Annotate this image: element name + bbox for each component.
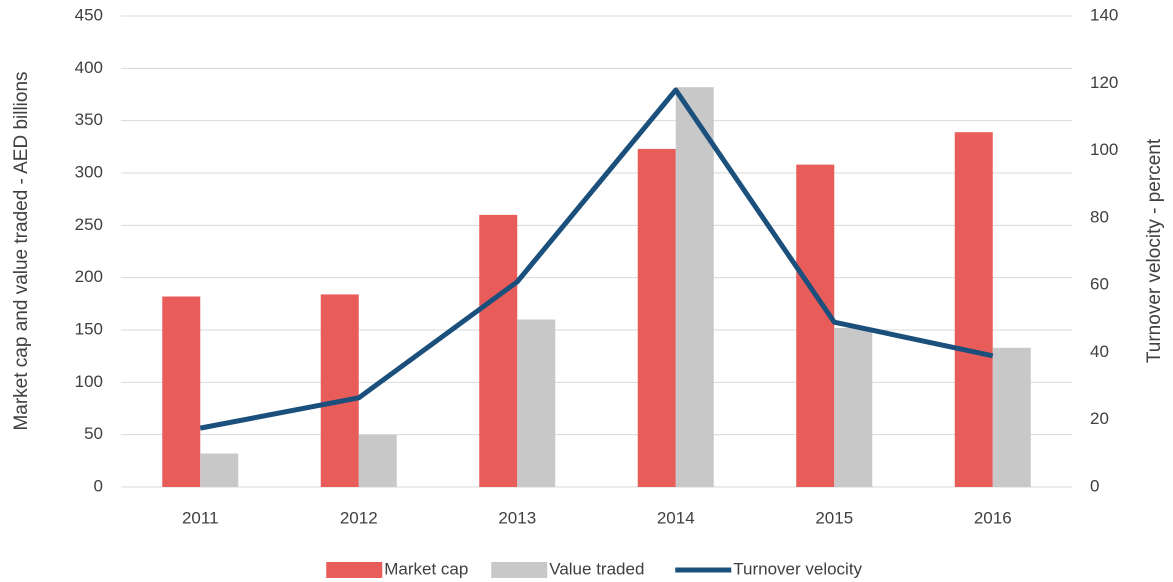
- bar: [954, 132, 993, 487]
- x-tick-label: 2013: [498, 508, 536, 527]
- bar: [320, 294, 359, 487]
- bar: [200, 453, 239, 487]
- y-tick-label: 400: [75, 58, 103, 77]
- bar: [675, 87, 714, 487]
- y2-tick-label: 80: [1090, 207, 1109, 226]
- y-tick-label: 150: [75, 319, 103, 338]
- y-tick-label: 450: [75, 5, 103, 24]
- bar: [992, 347, 1031, 487]
- y-tick-label: 300: [75, 162, 103, 181]
- bar: [358, 434, 397, 487]
- legend-label: Market cap: [384, 559, 468, 578]
- legend-swatch: [326, 562, 383, 578]
- legend-swatch: [491, 562, 548, 578]
- y-tick-label: 200: [75, 267, 103, 286]
- y2-tick-label: 20: [1090, 409, 1109, 428]
- x-tick-label: 2016: [974, 508, 1012, 527]
- y-axis-title: Market cap and value traded - AED billio…: [11, 71, 32, 430]
- x-tick-label: 2012: [340, 508, 378, 527]
- y2-tick-label: 120: [1090, 73, 1118, 92]
- legend-label: Value traded: [549, 559, 644, 578]
- y2-tick-label: 100: [1090, 140, 1118, 159]
- y-tick-label: 100: [75, 372, 103, 391]
- y-tick-label: 0: [94, 476, 103, 495]
- bar: [834, 327, 873, 487]
- bar: [479, 214, 518, 487]
- x-tick-label: 2011: [182, 508, 219, 527]
- x-tick-label: 2014: [657, 508, 695, 527]
- y2-axis-title: Turnover velocity - percent: [1144, 138, 1165, 363]
- bar: [637, 148, 676, 487]
- bar: [162, 296, 201, 487]
- y2-tick-label: 0: [1090, 476, 1099, 495]
- y2-tick-label: 40: [1090, 342, 1109, 361]
- y-tick-label: 350: [75, 110, 103, 129]
- bar: [517, 319, 556, 487]
- line: [199, 87, 994, 431]
- y-tick-label: 50: [84, 424, 103, 443]
- y2-tick-label: 140: [1090, 5, 1118, 24]
- y2-tick-label: 60: [1090, 275, 1109, 294]
- bar: [796, 164, 835, 488]
- legend-label: Turnover velocity: [733, 559, 862, 578]
- x-tick-label: 2015: [815, 508, 853, 527]
- y-tick-label: 250: [75, 215, 103, 234]
